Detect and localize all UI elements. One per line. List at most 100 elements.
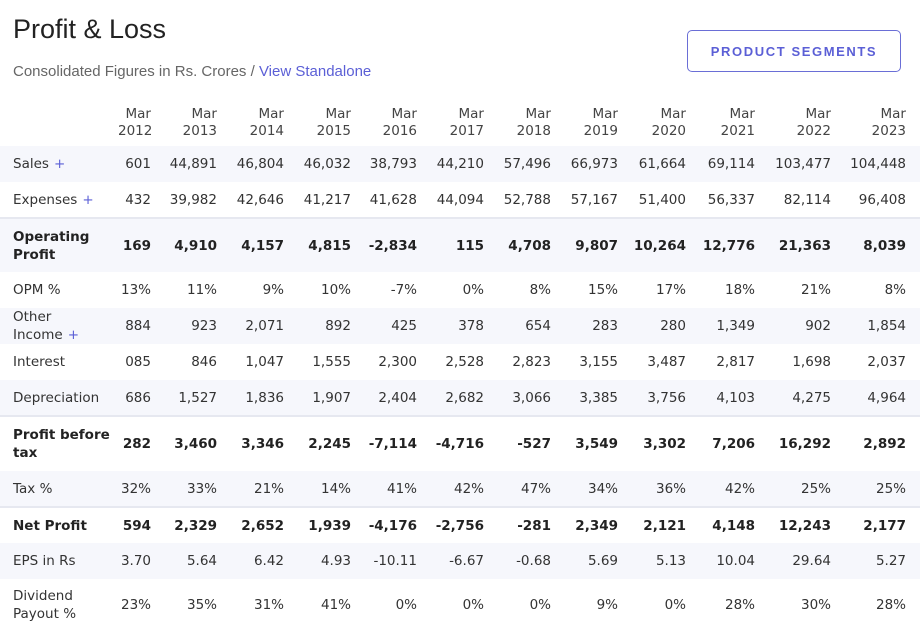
- column-header: Mar 2012: [118, 100, 152, 146]
- year: 2016: [382, 123, 417, 139]
- value-cell: 104,448: [831, 146, 920, 182]
- value-cell: 2,892: [831, 415, 920, 471]
- value-wrap: 2,817: [686, 354, 755, 370]
- value-wrap: 36%: [618, 481, 686, 497]
- value-wrap: 282: [118, 436, 151, 452]
- value: 32%: [120, 480, 151, 497]
- value-wrap: 892: [284, 318, 351, 334]
- value-wrap: 103,477: [755, 156, 831, 172]
- label-text: Dividend Payout %: [13, 588, 77, 622]
- value-cell: 2,528: [417, 344, 484, 380]
- header-cell: Mar 2017: [417, 106, 484, 140]
- view-standalone-link[interactable]: View Standalone: [258, 63, 372, 80]
- value-wrap: 44,210: [417, 156, 484, 172]
- value-cell: 12,776: [686, 217, 755, 272]
- value-wrap: 25%: [755, 481, 831, 497]
- value-wrap: 115: [417, 238, 484, 254]
- value: 601: [125, 156, 151, 172]
- value-wrap: 38,793: [351, 156, 417, 172]
- value: 594: [122, 517, 151, 534]
- value-cell: 2,817: [686, 344, 755, 380]
- value-wrap: 18%: [686, 282, 755, 298]
- label-text: Profit before tax: [13, 427, 110, 461]
- value-cell: 6.42: [217, 543, 284, 579]
- expand-button[interactable]: +: [53, 156, 66, 172]
- value-cell: 0%: [417, 272, 484, 308]
- value: 2,177: [863, 517, 906, 534]
- header-cell: Mar 2014: [217, 106, 284, 140]
- row-label: Interest: [0, 344, 118, 380]
- value-cell: 2,823: [484, 344, 551, 380]
- value: 66,973: [570, 156, 618, 172]
- header-text: Mar 2014: [217, 106, 284, 140]
- value: 1,907: [312, 389, 351, 406]
- value-wrap: 5.69: [551, 553, 618, 569]
- value-wrap: 41%: [284, 597, 351, 613]
- value: 3,460: [174, 436, 217, 452]
- value-cell: 1,907: [284, 380, 351, 416]
- value-wrap: 9%: [217, 282, 284, 298]
- value-cell: 0%: [351, 579, 417, 631]
- value-cell: 280: [618, 308, 686, 344]
- expand-button[interactable]: +: [67, 327, 79, 343]
- value-cell: 11%: [151, 272, 217, 308]
- value-cell: 4,964: [831, 380, 920, 416]
- value: 432: [125, 191, 151, 208]
- value-cell: 3.70: [118, 543, 151, 579]
- value: 8%: [529, 282, 551, 298]
- value-wrap: 21%: [217, 481, 284, 497]
- value-cell: 96,408: [831, 182, 920, 218]
- value-wrap: 3,302: [618, 436, 686, 452]
- value-wrap: 52,788: [484, 192, 551, 208]
- value: -281: [517, 517, 551, 534]
- month: Mar: [880, 106, 906, 122]
- row-label: OPM %: [0, 272, 118, 308]
- value-wrap: 902: [755, 318, 831, 334]
- value-cell: 378: [417, 308, 484, 344]
- value-cell: 8%: [831, 272, 920, 308]
- value-wrap: -4,716: [417, 436, 484, 452]
- value: 25%: [800, 480, 831, 497]
- value: 14%: [320, 480, 351, 497]
- value: -10.11: [373, 553, 417, 569]
- column-header: Mar 2016: [351, 100, 417, 146]
- value-wrap: 432: [118, 192, 151, 208]
- value-cell: 115: [417, 217, 484, 272]
- value-cell: 283: [551, 308, 618, 344]
- row-label: Tax %: [0, 471, 118, 507]
- header-text: Mar 2017: [417, 106, 484, 140]
- value-cell: 3,155: [551, 344, 618, 380]
- value-cell: 4,275: [755, 380, 831, 416]
- table-row: Profit before tax 282 3,460 3,346 2,245 -7,11…: [0, 415, 920, 471]
- value-wrap: 35%: [151, 597, 217, 613]
- expand-button[interactable]: +: [82, 191, 94, 208]
- value-wrap: 29.64: [755, 553, 831, 569]
- value: 10.04: [716, 553, 755, 569]
- value-wrap: -281: [484, 518, 551, 534]
- value-wrap: 28%: [831, 597, 906, 613]
- header-cell: Mar 2016: [351, 106, 417, 140]
- value-cell: 1,854: [831, 308, 920, 344]
- value-wrap: 9%: [551, 597, 618, 613]
- value: 6.42: [253, 553, 284, 569]
- value: 4,275: [792, 389, 831, 406]
- value: 9,807: [575, 237, 618, 254]
- value: 9%: [262, 282, 284, 298]
- value-cell: 12,243: [755, 506, 831, 543]
- corner: [0, 100, 118, 146]
- value-wrap: 2,528: [417, 354, 484, 370]
- value-wrap: 8%: [831, 282, 906, 298]
- value-cell: 30%: [755, 579, 831, 631]
- value: 23%: [120, 597, 151, 613]
- value-wrap: 12,243: [755, 518, 831, 534]
- value-wrap: -6.67: [417, 553, 484, 569]
- value-wrap: 4,910: [151, 238, 217, 254]
- product-segments-button[interactable]: PRODUCT SEGMENTS: [687, 30, 901, 72]
- value: 42%: [724, 480, 755, 497]
- value-wrap: 57,496: [484, 156, 551, 172]
- value-cell: 25%: [831, 471, 920, 507]
- value-cell: 69,114: [686, 146, 755, 182]
- value-wrap: 3,346: [217, 436, 284, 452]
- value-wrap: 2,300: [351, 354, 417, 370]
